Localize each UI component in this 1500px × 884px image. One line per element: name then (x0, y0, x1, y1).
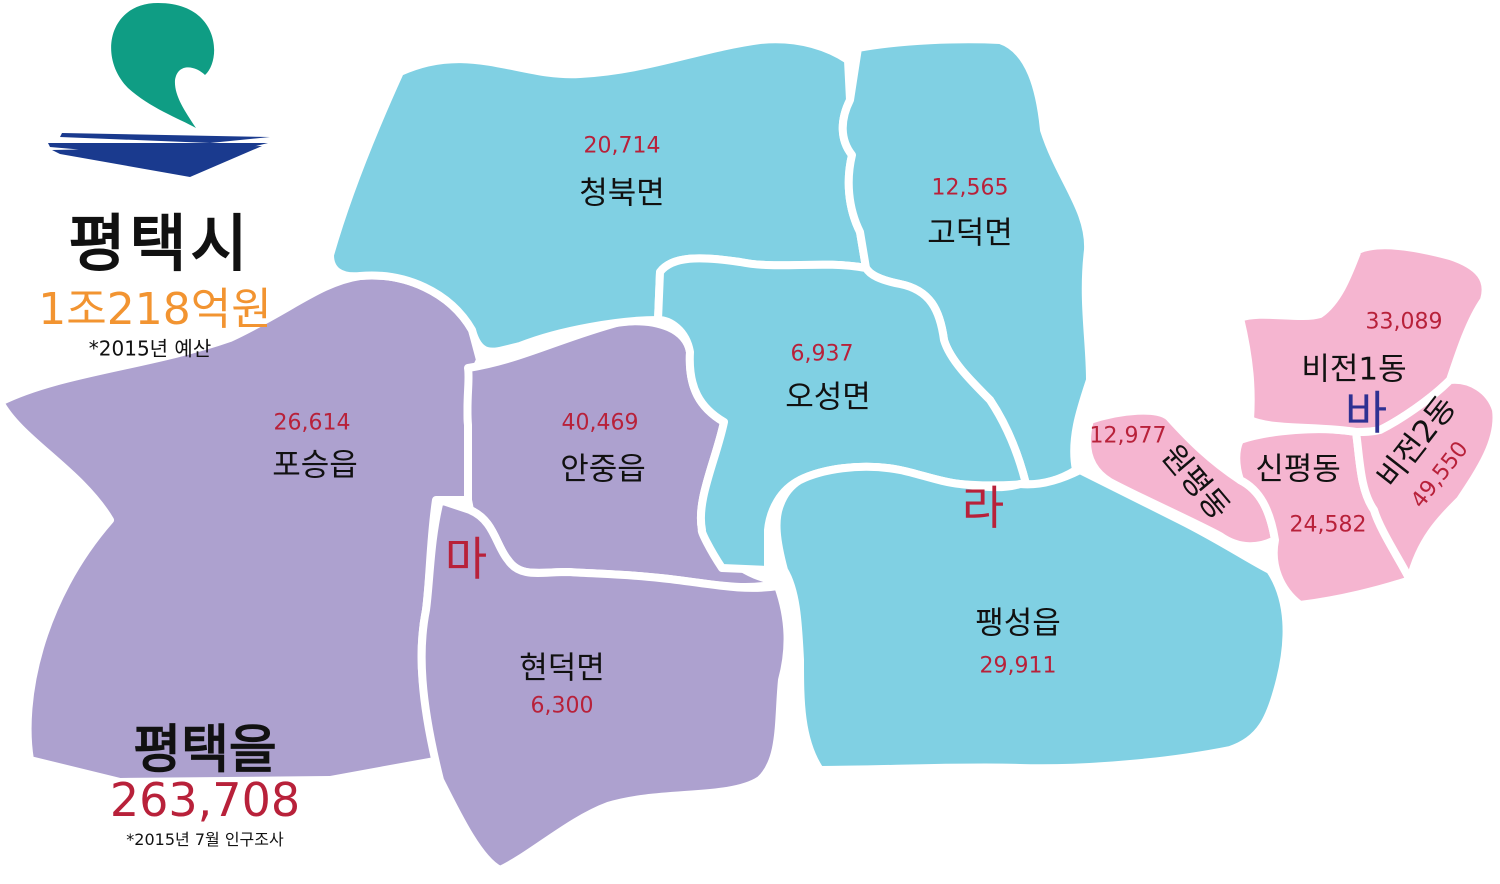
label-bijeon1: 비전1동 (1301, 351, 1407, 388)
region-bijeon2[interactable] (1352, 375, 1500, 584)
district-note: *2015년 7월 인구조사 (126, 830, 284, 849)
population-hyeondeok: 6,300 (530, 693, 594, 719)
logo-blue-stripe (52, 146, 262, 177)
label-cheongbuk: 청북면 (579, 175, 665, 212)
city-budget: 1조218억원 (38, 284, 272, 335)
logo-blue-stripe (60, 133, 270, 143)
city-logo (48, 3, 270, 177)
label-hyeondeok: 현덕면 (519, 650, 605, 687)
district-name: 평택을 (133, 720, 277, 781)
region-paengseong[interactable] (772, 462, 1291, 774)
population-wonpyeong: 12,977 (1089, 423, 1167, 449)
population-bijeon1: 33,089 (1365, 309, 1443, 335)
region-poseung[interactable] (0, 271, 484, 786)
zone-label-ra: 라 (961, 481, 1005, 535)
budget-note: *2015년 예산 (88, 336, 212, 361)
city-name: 평택시 (68, 207, 252, 280)
population-cheongbuk: 20,714 (583, 133, 661, 159)
population-godeok: 12,565 (931, 175, 1009, 201)
zone-label-ma: 마 (444, 532, 488, 586)
label-godeok: 고덕면 (927, 215, 1013, 252)
population-poseung: 26,614 (273, 410, 351, 436)
label-anjung: 안중읍 (560, 451, 646, 488)
label-paengseong: 팽성읍 (975, 605, 1061, 642)
region-hyeondeok[interactable] (417, 496, 792, 874)
population-anjung: 40,469 (561, 410, 639, 436)
population-oseong: 6,937 (790, 341, 854, 367)
label-poseung: 포승읍 (272, 447, 358, 484)
population-sinpyeong: 24,582 (1289, 512, 1367, 538)
district-population: 263,708 (109, 773, 301, 827)
zone-label-ba: 바 (1344, 386, 1388, 440)
label-sinpyeong: 신평동 (1255, 451, 1341, 488)
region-bijeon1[interactable] (1236, 241, 1490, 436)
logo-green-mark (111, 3, 215, 128)
label-oseong: 오성면 (785, 379, 871, 416)
population-paengseong: 29,911 (979, 653, 1057, 679)
